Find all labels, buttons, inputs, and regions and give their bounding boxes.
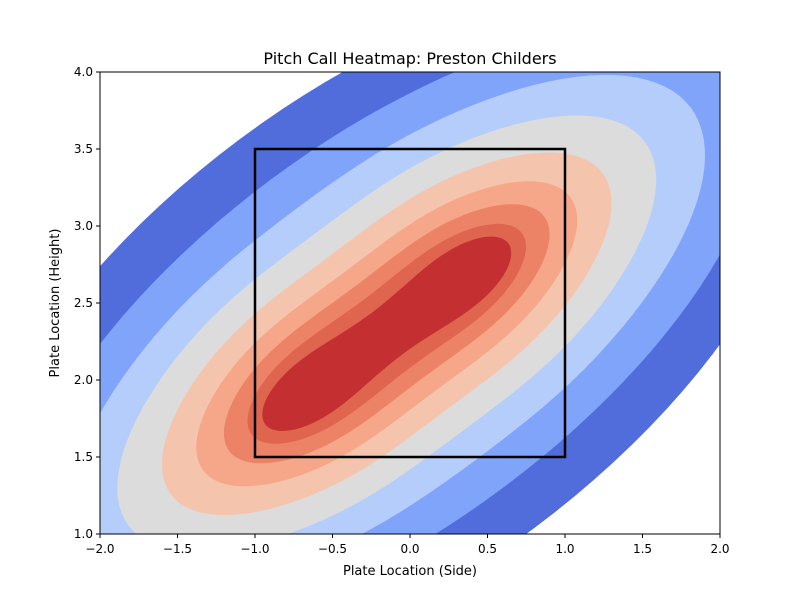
x-axis-label: Plate Location (Side) <box>343 564 477 579</box>
y-tick-label: 2.0 <box>74 373 93 387</box>
x-tick-label: −1.0 <box>240 542 269 556</box>
x-tick-label: −1.5 <box>163 542 192 556</box>
y-tick-label: 4.0 <box>74 65 93 79</box>
y-tick-label: 1.5 <box>74 450 93 464</box>
x-tick-label: 2.0 <box>710 542 729 556</box>
x-tick-label: 0.5 <box>478 542 497 556</box>
y-tick-label: 3.0 <box>74 219 93 233</box>
y-axis-label: Plate Location (Height) <box>48 229 63 378</box>
x-tick-label: −0.5 <box>318 542 347 556</box>
y-axis-ticks: 1.0 1.5 2.0 2.5 3.0 3.5 4.0 <box>74 65 100 541</box>
x-tick-label: 0.0 <box>400 542 419 556</box>
x-tick-label: −2.0 <box>85 542 114 556</box>
y-tick-label: 2.5 <box>74 296 93 310</box>
x-tick-label: 1.5 <box>633 542 652 556</box>
strike-zone-box <box>253 147 567 459</box>
x-axis-ticks: −2.0 −1.5 −1.0 −0.5 0.0 0.5 1.0 1.5 2.0 <box>85 534 730 556</box>
y-tick-label: 1.0 <box>74 527 93 541</box>
x-tick-label: 1.0 <box>555 542 574 556</box>
y-tick-label: 3.5 <box>74 142 93 156</box>
contour-level-9 <box>262 236 512 431</box>
chart-title: Pitch Call Heatmap: Preston Childers <box>263 49 556 68</box>
